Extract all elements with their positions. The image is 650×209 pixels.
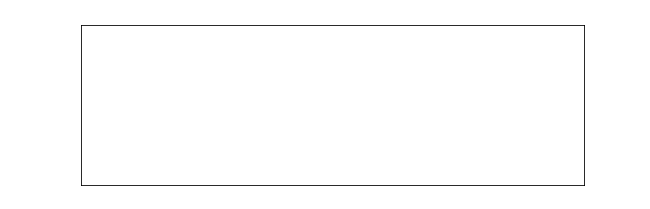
Polygon shape xyxy=(434,62,465,183)
Text: T: T xyxy=(565,99,569,104)
Text: $S_0$: $S_0$ xyxy=(296,110,304,119)
Text: Up-Conversion Process,: Up-Conversion Process, xyxy=(194,60,259,65)
Text: Energy Transfer: Energy Transfer xyxy=(322,77,372,82)
Text: $S_0$: $S_0$ xyxy=(424,110,432,119)
Text: TTA Annihilation Process: TTA Annihilation Process xyxy=(194,104,254,109)
Bar xyxy=(81,25,159,41)
Text: (1) T-T Annhilation(TTA): (1) T-T Annhilation(TTA) xyxy=(170,43,276,52)
Bar xyxy=(415,54,585,186)
Polygon shape xyxy=(484,64,515,183)
Polygon shape xyxy=(225,66,255,183)
Text: $S_n/T_n^*$: $S_n/T_n^*$ xyxy=(417,51,432,62)
Text: III. 메커니즘: III. 메커니즘 xyxy=(88,115,125,125)
Polygon shape xyxy=(306,62,337,183)
Text: unable to track beyond femto-second time domain.: unable to track beyond femto-second time… xyxy=(159,64,294,69)
Bar xyxy=(287,54,415,186)
Text: (2) ET from TTA to TSM: (2) ET from TTA to TSM xyxy=(299,43,402,52)
Polygon shape xyxy=(450,118,456,180)
Bar xyxy=(159,41,287,54)
Text: $S_n/T_n^*$: $S_n/T_n^*$ xyxy=(289,51,304,62)
Text: Energy Transfer: Energy Transfer xyxy=(322,116,372,121)
Bar xyxy=(81,41,159,54)
Text: $S_0$: $S_0$ xyxy=(171,111,179,120)
Text: I. TSM개발전략: I. TSM개발전략 xyxy=(96,28,144,37)
Text: (3) ET from TSM to 도판트: (3) ET from TSM to 도판트 xyxy=(448,43,551,52)
Bar xyxy=(159,25,287,41)
Text: Energy Transfer: Energy Transfer xyxy=(505,88,555,93)
Polygon shape xyxy=(356,64,387,183)
Text: T: T xyxy=(389,93,392,98)
Bar xyxy=(287,41,415,54)
Text: 1. TSM이 없는 경우: 1. TSM이 없는 경우 xyxy=(191,28,254,37)
Text: $S_n/T_n^*$: $S_n/T_n^*$ xyxy=(501,50,517,60)
Bar xyxy=(159,54,287,186)
Bar xyxy=(287,25,585,41)
Text: 2. 운반소재(TSM)에 의한 효율적인 인광특성 개선: 2. 운반소재(TSM)에 의한 효율적인 인광특성 개선 xyxy=(366,28,506,37)
Text: $S_n/T_n^*$: $S_n/T_n^*$ xyxy=(163,54,179,64)
Bar xyxy=(415,41,585,54)
Text: $T_1$: $T_1$ xyxy=(425,92,432,101)
Polygon shape xyxy=(181,64,211,183)
Text: Ultra-Fast Time Domain: Ultra-Fast Time Domain xyxy=(185,54,276,63)
Text: II. 연구내용: II. 연구내용 xyxy=(104,43,136,52)
Text: S: S xyxy=(565,87,569,92)
Text: $T_1$: $T_1$ xyxy=(172,96,179,105)
Bar xyxy=(81,54,159,186)
Text: $T_1$: $T_1$ xyxy=(297,92,304,101)
